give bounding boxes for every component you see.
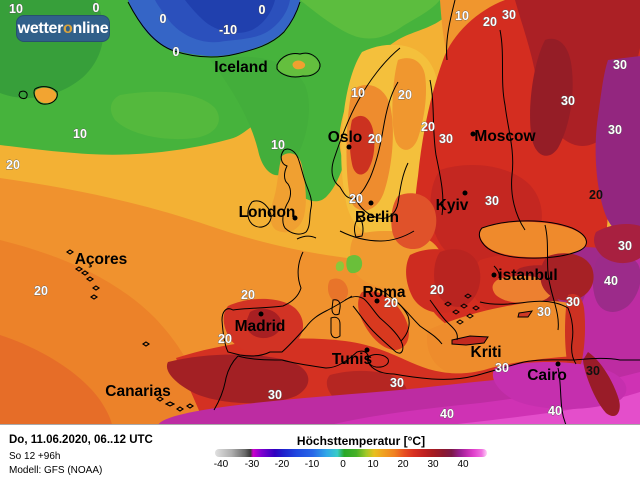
svg-text:30: 30 — [485, 194, 499, 208]
svg-text:30: 30 — [537, 305, 551, 319]
svg-text:20: 20 — [349, 192, 363, 206]
svg-text:0: 0 — [93, 1, 100, 15]
svg-text:20: 20 — [241, 288, 255, 302]
svg-text:Iceland: Iceland — [214, 59, 267, 76]
svg-text:30: 30 — [390, 376, 404, 390]
svg-text:10: 10 — [455, 9, 469, 23]
svg-text:20: 20 — [6, 158, 20, 172]
svg-text:10: 10 — [351, 86, 365, 100]
svg-text:istanbul: istanbul — [498, 267, 557, 284]
svg-text:0: 0 — [173, 45, 180, 59]
svg-text:London: London — [239, 204, 296, 221]
svg-text:30: 30 — [608, 123, 622, 137]
svg-text:Roma: Roma — [362, 284, 405, 301]
svg-text:Kriti: Kriti — [471, 344, 502, 361]
svg-text:30: 30 — [586, 364, 600, 378]
svg-text:Oslo: Oslo — [328, 129, 362, 146]
svg-text:20: 20 — [589, 188, 603, 202]
svg-text:30: 30 — [268, 388, 282, 402]
svg-text:20: 20 — [398, 88, 412, 102]
svg-text:20: 20 — [384, 296, 398, 310]
svg-text:Moscow: Moscow — [474, 128, 536, 145]
svg-text:Tunis: Tunis — [332, 351, 372, 368]
svg-text:0: 0 — [259, 3, 266, 17]
svg-text:0: 0 — [160, 12, 167, 26]
svg-text:40: 40 — [604, 274, 618, 288]
svg-text:Açores: Açores — [75, 251, 128, 268]
svg-text:30: 30 — [439, 132, 453, 146]
svg-text:10: 10 — [9, 2, 23, 16]
svg-text:20: 20 — [421, 120, 435, 134]
svg-text:30: 30 — [495, 361, 509, 375]
svg-text:20: 20 — [430, 283, 444, 297]
svg-text:Canarias: Canarias — [105, 383, 170, 400]
svg-text:30: 30 — [502, 8, 516, 22]
svg-text:20: 20 — [218, 332, 232, 346]
svg-text:40: 40 — [440, 407, 454, 421]
svg-text:20: 20 — [483, 15, 497, 29]
svg-text:40: 40 — [548, 404, 562, 418]
svg-text:-10: -10 — [219, 23, 237, 37]
svg-text:Cairo: Cairo — [527, 367, 567, 384]
svg-text:30: 30 — [566, 295, 580, 309]
svg-text:Berlin: Berlin — [355, 209, 399, 226]
svg-text:10: 10 — [271, 138, 285, 152]
svg-text:30: 30 — [618, 239, 632, 253]
svg-text:20: 20 — [368, 132, 382, 146]
svg-text:30: 30 — [561, 94, 575, 108]
svg-text:30: 30 — [613, 58, 627, 72]
svg-text:10: 10 — [73, 127, 87, 141]
svg-text:20: 20 — [34, 284, 48, 298]
svg-text:Madrid: Madrid — [235, 318, 286, 335]
svg-text:Kyiv: Kyiv — [436, 197, 469, 214]
